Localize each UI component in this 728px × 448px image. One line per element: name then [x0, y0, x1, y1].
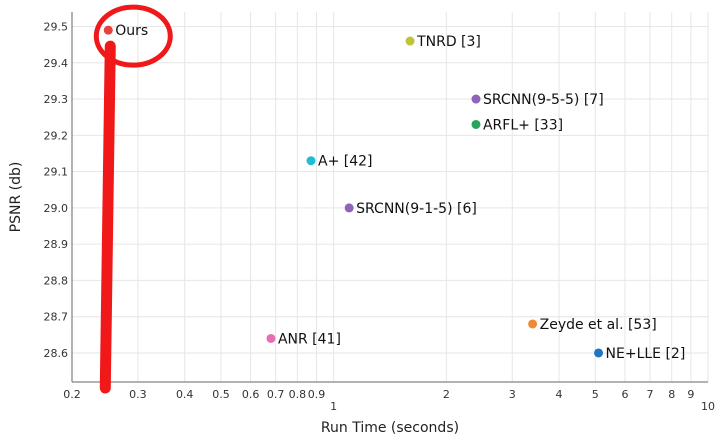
x-axis-title: Run Time (seconds): [321, 420, 459, 436]
x-tick-label: 1: [330, 400, 337, 413]
y-tick-label: 29.1: [44, 166, 69, 179]
x-tick-label: 3: [509, 388, 516, 401]
y-tick-label: 29.0: [44, 202, 69, 215]
data-points: Ours TNRD [3] SRCNN(9-5-5) [7] ARFL+ [33] A+…: [103, 23, 686, 362]
point-label: SRCNN(9-1-5) [6]: [356, 201, 477, 217]
data-point: [528, 319, 538, 329]
highlight-annotation: [93, 4, 173, 394]
y-axis-title: PSNR (db): [8, 162, 24, 233]
x-tick-label: 0.3: [129, 388, 147, 401]
highlight-bar: [99, 40, 116, 394]
x-tick-label: 4: [556, 388, 563, 401]
x-tick-labels: 0.2 0.3 0.4 0.5 0.6 0.7 0.8 0.9 1 2 3 4 5 6 7 8 9 10: [63, 388, 715, 413]
point-label: ANR [41]: [278, 331, 341, 347]
y-tick-label: 28.8: [44, 274, 69, 287]
x-tick-label: 8: [668, 388, 675, 401]
point-label: SRCNN(9-5-5) [7]: [483, 92, 604, 108]
x-tick-label: 6: [621, 388, 628, 401]
data-point: [471, 119, 481, 129]
x-tick-label: 0.7: [267, 388, 285, 401]
point-label: NE+LLE [2]: [606, 346, 686, 362]
data-point: [306, 156, 316, 166]
x-tick-label: 0.9: [308, 388, 326, 401]
data-point: [471, 94, 481, 104]
y-tick-label: 28.9: [44, 238, 69, 251]
y-tick-labels: 28.6 28.7 28.8 28.9 29.0 29.1 29.2 29.3 29.4 29.5: [44, 21, 69, 360]
data-point: [344, 203, 354, 213]
x-tick-label: 0.2: [63, 388, 81, 401]
y-tick-label: 29.5: [44, 21, 69, 34]
x-tick-label: 5: [592, 388, 599, 401]
grid: [71, 12, 709, 382]
y-tick-label: 28.6: [44, 347, 69, 360]
y-tick-label: 29.4: [44, 57, 69, 70]
y-tick-label: 29.2: [44, 129, 69, 142]
data-point: [405, 36, 415, 46]
x-tick-label: 7: [647, 388, 654, 401]
x-tick-label: 10: [701, 400, 715, 413]
point-label: Zeyde et al. [53]: [540, 317, 657, 333]
x-tick-label: 0.5: [212, 388, 230, 401]
point-label: ARFL+ [33]: [483, 117, 563, 133]
y-tick-label: 28.7: [44, 311, 69, 324]
x-tick-label: 9: [687, 388, 694, 401]
x-tick-label: 2: [443, 388, 450, 401]
point-label: TNRD [3]: [416, 34, 481, 50]
data-point: [266, 333, 276, 343]
x-tick-label: 0.6: [242, 388, 260, 401]
data-point: [594, 348, 604, 358]
y-tick-label: 29.3: [44, 93, 69, 106]
point-label: A+ [42]: [318, 154, 373, 170]
data-point: [103, 25, 113, 35]
x-tick-label: 0.8: [289, 388, 307, 401]
point-label: Ours: [115, 23, 148, 39]
highlight-circle: [93, 4, 173, 68]
x-tick-label: 0.4: [176, 388, 194, 401]
axes: [71, 12, 708, 383]
